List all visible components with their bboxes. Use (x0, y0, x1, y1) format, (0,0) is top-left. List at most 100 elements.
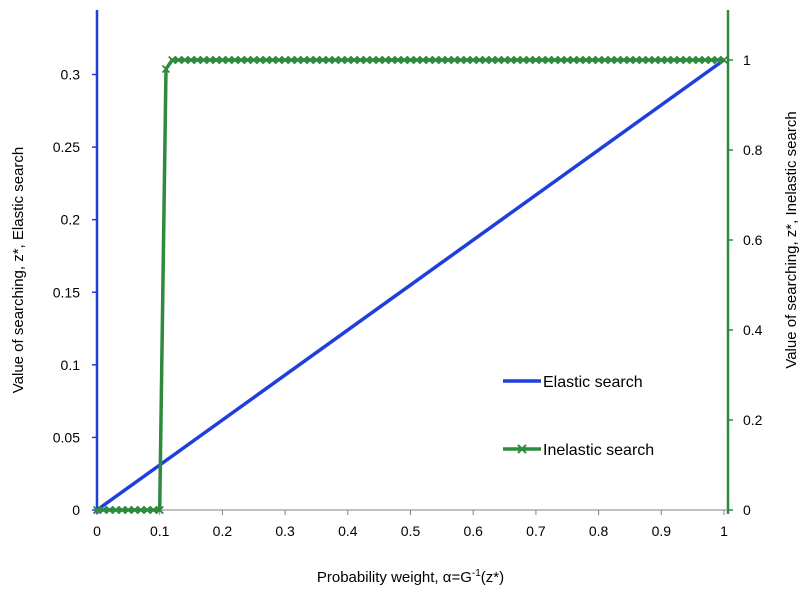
data-point (168, 55, 177, 65)
data-point (531, 55, 541, 65)
data-point (205, 55, 214, 65)
data-point (594, 55, 603, 65)
data-point (669, 55, 678, 65)
data-point (544, 55, 553, 65)
data-point (519, 55, 528, 65)
data-point (563, 55, 572, 65)
data-point (268, 55, 277, 65)
data-point (600, 55, 610, 65)
data-point (99, 505, 108, 515)
data-point (475, 55, 484, 65)
data-point (556, 55, 566, 65)
x-tick-label: 0.9 (652, 523, 672, 539)
data-point (255, 55, 265, 65)
data-point (274, 55, 283, 65)
data-point (638, 55, 647, 65)
x-tick-label: 0.4 (338, 523, 358, 539)
data-point (249, 55, 258, 65)
data-point (306, 55, 315, 65)
data-point (450, 55, 459, 65)
x-tick-label: 0.5 (401, 523, 421, 539)
legend-label-0: Elastic search (543, 374, 643, 391)
data-point (111, 505, 120, 515)
y-left-tick-label: 0.2 (61, 212, 81, 228)
y-right-tick-label: 1 (743, 52, 751, 68)
data-point (237, 55, 246, 65)
y-right-tick-label: 0 (743, 502, 751, 518)
data-point (124, 505, 133, 515)
data-point (92, 505, 102, 515)
y-left-tick-label: 0.05 (53, 429, 80, 445)
data-point (387, 55, 396, 65)
data-point (406, 55, 415, 65)
data-point (368, 55, 378, 65)
legend-label-1: Inelastic search (543, 442, 654, 459)
data-point (456, 55, 465, 65)
data-point (625, 55, 635, 65)
data-point (494, 55, 503, 65)
data-point (607, 55, 616, 65)
data-point (312, 55, 321, 65)
data-point (393, 55, 403, 65)
data-point (487, 55, 497, 65)
y-left-tick-label: 0.25 (53, 139, 80, 155)
data-point (356, 55, 365, 65)
data-point (588, 55, 597, 65)
data-point (287, 55, 296, 65)
y-right-tick-label: 0.4 (743, 322, 763, 338)
data-point (337, 55, 346, 65)
data-point (613, 55, 622, 65)
y-left-tick-label: 0 (72, 502, 80, 518)
data-point (331, 55, 340, 65)
data-point (174, 55, 183, 65)
data-point (343, 55, 352, 65)
data-point (105, 505, 114, 515)
data-point (224, 55, 233, 65)
data-point (443, 55, 453, 65)
data-point (199, 55, 208, 65)
y-right-tick-label: 0.2 (743, 412, 763, 428)
data-point (218, 55, 227, 65)
data-point (719, 55, 729, 65)
y-axis-right-title: Value of searching, z*, Inelastic search (783, 111, 800, 368)
legend-marker (517, 444, 527, 454)
data-point (550, 55, 559, 65)
data-point (437, 55, 446, 65)
y-axis-left-title: Value of searching, z*, Elastic search (10, 147, 27, 394)
y-left-tick-label: 0.15 (53, 284, 80, 300)
data-point (230, 55, 240, 65)
data-point (619, 55, 628, 65)
data-point (644, 55, 653, 65)
y-right-tick-label: 0.6 (743, 232, 763, 248)
x-tick-label: 0.7 (526, 523, 546, 539)
data-point (180, 55, 189, 65)
data-point (262, 55, 271, 65)
axes-layer: 0 0.1 0.2 0.3 0.4 0.5 0.6 0.7 0.8 0.9 100.050.10.1… (53, 10, 763, 539)
data-point (657, 55, 666, 65)
y-left-tick-label: 0.1 (61, 357, 81, 373)
y-left-tick-label: 0.3 (61, 67, 81, 83)
data-point (211, 55, 221, 65)
data-point (500, 55, 509, 65)
data-point (149, 505, 158, 515)
data-point (412, 55, 421, 65)
x-tick-label: 0.2 (213, 523, 233, 539)
data-point (280, 55, 290, 65)
data-point (701, 55, 710, 65)
data-point (324, 55, 334, 65)
data-point (581, 55, 591, 65)
data-point (650, 55, 660, 65)
data-point (682, 55, 691, 65)
data-point (381, 55, 390, 65)
data-point (506, 55, 515, 65)
data-point (293, 55, 302, 65)
data-point (400, 55, 409, 65)
data-point (707, 55, 716, 65)
data-point (538, 55, 547, 65)
data-point (117, 505, 127, 515)
data-point (425, 55, 434, 65)
data-point (143, 505, 152, 515)
series-layer (92, 55, 729, 515)
data-point (418, 55, 428, 65)
data-point (318, 55, 327, 65)
